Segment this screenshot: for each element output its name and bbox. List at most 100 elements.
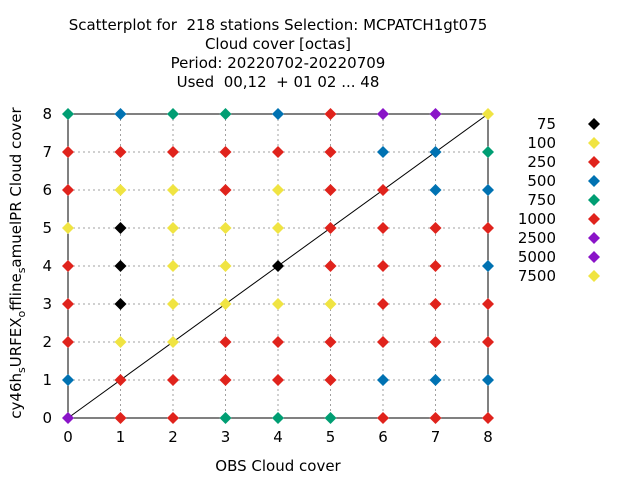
data-point bbox=[377, 222, 389, 234]
data-point bbox=[377, 336, 389, 348]
data-point bbox=[62, 184, 74, 196]
y-axis-label-part: amuelPR Cloud cover bbox=[7, 106, 25, 267]
legend-label: 7500 bbox=[518, 267, 556, 285]
data-point bbox=[429, 260, 442, 272]
data-point bbox=[272, 146, 284, 158]
y-axis-label-part: s bbox=[15, 367, 28, 373]
data-point bbox=[482, 298, 494, 310]
y-tick-label: 0 bbox=[42, 409, 52, 427]
data-point bbox=[219, 108, 232, 120]
x-tick-label: 6 bbox=[378, 428, 388, 446]
data-point bbox=[62, 222, 74, 234]
y-axis-label: cy46hsURFEXofflinesamuelPR Cloud cover bbox=[7, 106, 28, 418]
data-point bbox=[482, 260, 494, 272]
legend-label: 5000 bbox=[518, 248, 556, 266]
y-tick-label: 8 bbox=[42, 105, 52, 123]
x-axis-ticks: 0 1 2 3 4 5 6 7 8 bbox=[63, 114, 493, 446]
data-point bbox=[62, 374, 74, 386]
title-line-4: Used 00,12 + 01 02 ... 48 bbox=[176, 73, 380, 91]
data-point bbox=[377, 298, 389, 310]
data-point bbox=[429, 412, 442, 424]
data-point bbox=[272, 412, 284, 424]
y-tick-label: 2 bbox=[42, 333, 52, 351]
x-tick-label: 3 bbox=[221, 428, 231, 446]
data-point bbox=[324, 336, 337, 348]
data-point bbox=[377, 374, 389, 386]
x-tick-label: 2 bbox=[168, 428, 178, 446]
data-point bbox=[324, 298, 337, 310]
legend-marker bbox=[588, 156, 600, 168]
data-point bbox=[272, 374, 284, 386]
legend-label: 2500 bbox=[518, 229, 556, 247]
legend-marker bbox=[588, 213, 600, 225]
data-point bbox=[219, 146, 232, 158]
data-point bbox=[167, 374, 179, 386]
data-point bbox=[114, 336, 127, 348]
x-tick-label: 5 bbox=[326, 428, 336, 446]
data-point bbox=[324, 374, 337, 386]
data-point bbox=[324, 260, 337, 272]
legend-marker bbox=[588, 270, 600, 282]
chart-title: Scatterplot for 218 stations Selection: … bbox=[0, 16, 556, 92]
data-point bbox=[62, 260, 74, 272]
data-point bbox=[324, 184, 337, 196]
data-point bbox=[324, 222, 337, 234]
data-point bbox=[272, 298, 284, 310]
data-point bbox=[272, 336, 284, 348]
y-tick-label: 7 bbox=[42, 143, 52, 161]
data-point bbox=[114, 146, 127, 158]
x-axis-label: OBS Cloud cover bbox=[215, 457, 341, 475]
data-point bbox=[219, 222, 232, 234]
data-point bbox=[429, 298, 442, 310]
title-line-1: Scatterplot for 218 stations Selection: … bbox=[68, 16, 488, 34]
data-point bbox=[167, 412, 179, 424]
x-tick-label: 8 bbox=[483, 428, 493, 446]
data-points bbox=[62, 108, 494, 424]
data-point bbox=[62, 336, 74, 348]
data-point bbox=[324, 412, 337, 424]
legend-label: 1000 bbox=[518, 210, 556, 228]
data-point bbox=[114, 412, 127, 424]
legend-marker bbox=[588, 194, 600, 206]
y-axis-label-part: s bbox=[15, 267, 28, 273]
legend-marker bbox=[588, 175, 600, 187]
data-point bbox=[114, 298, 127, 310]
data-point bbox=[167, 222, 179, 234]
legend-marker bbox=[588, 232, 600, 244]
data-point bbox=[114, 184, 127, 196]
data-point bbox=[429, 184, 442, 196]
data-point bbox=[377, 260, 389, 272]
data-point bbox=[482, 412, 494, 424]
data-point bbox=[219, 336, 232, 348]
legend-marker bbox=[588, 137, 600, 149]
x-tick-label: 1 bbox=[116, 428, 126, 446]
y-axis-label-part: o bbox=[15, 310, 28, 317]
data-point bbox=[272, 260, 284, 272]
data-point bbox=[482, 336, 494, 348]
data-point bbox=[377, 146, 389, 158]
data-point bbox=[167, 184, 179, 196]
y-tick-label: 5 bbox=[42, 219, 52, 237]
data-point bbox=[482, 184, 494, 196]
legend-label: 750 bbox=[527, 191, 556, 209]
data-point bbox=[429, 222, 442, 234]
data-point bbox=[62, 298, 74, 310]
y-axis-label-part: URFEX bbox=[7, 317, 25, 367]
data-point bbox=[219, 298, 232, 310]
data-point bbox=[219, 184, 232, 196]
data-point bbox=[114, 260, 127, 272]
data-point bbox=[482, 146, 494, 158]
x-tick-label: 4 bbox=[273, 428, 283, 446]
data-point bbox=[377, 184, 389, 196]
data-point bbox=[167, 108, 179, 120]
data-point bbox=[62, 108, 74, 120]
data-point bbox=[429, 108, 442, 120]
legend-label: 100 bbox=[527, 134, 556, 152]
y-tick-label: 4 bbox=[42, 257, 52, 275]
data-point bbox=[219, 412, 232, 424]
legend-label: 500 bbox=[527, 172, 556, 190]
y-tick-label: 1 bbox=[42, 371, 52, 389]
data-point bbox=[114, 374, 127, 386]
x-tick-label: 7 bbox=[431, 428, 441, 446]
